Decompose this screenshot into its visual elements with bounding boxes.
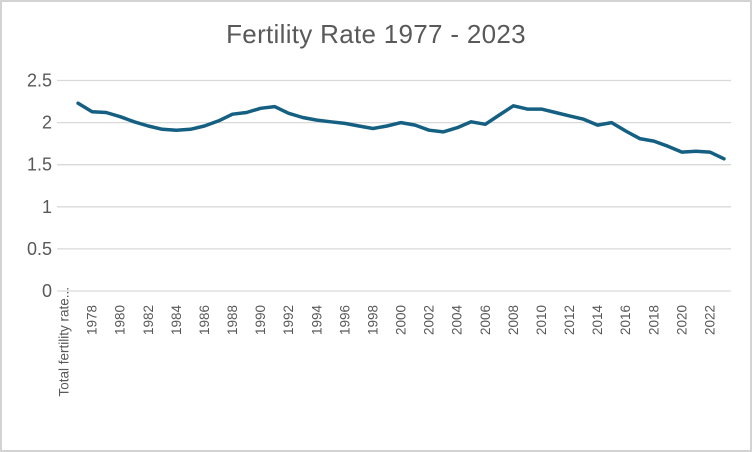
- y-axis-tick-label: 0.5: [27, 239, 52, 259]
- x-axis-tick-label: 1980: [113, 305, 128, 335]
- x-axis-tick-label: 1996: [337, 305, 352, 335]
- y-axis-tick-label: 0: [42, 281, 52, 301]
- x-axis-tick-label: 2018: [646, 305, 661, 335]
- x-axis-tick-label: 1984: [169, 305, 184, 336]
- x-axis-tick-label: 2004: [450, 305, 465, 336]
- y-axis-tick-label: 1.5: [27, 155, 52, 175]
- x-axis-tick-label: 2008: [506, 305, 521, 335]
- x-axis-tick-label: 1982: [141, 305, 156, 335]
- x-axis-tick-label: 1988: [225, 305, 240, 335]
- x-axis-tick-label: 2014: [590, 305, 605, 336]
- x-axis-tick-label: 1986: [197, 305, 212, 335]
- x-axis-tick-label: 2010: [534, 305, 549, 335]
- x-axis-tick-label: 2020: [674, 305, 689, 335]
- y-axis-tick-label: 2: [42, 113, 52, 133]
- x-axis-tick-label: 2022: [702, 305, 717, 335]
- x-axis-tick-label: 2016: [618, 305, 633, 335]
- y-axis-tick-label: 2.5: [27, 71, 52, 91]
- fertility-rate-line-series: [76, 101, 726, 161]
- x-axis-tick-label: 1998: [365, 305, 380, 335]
- x-axis-tick-label: 2006: [478, 305, 493, 335]
- x-axis-tick-label: Total fertility rate...: [57, 287, 72, 397]
- x-axis-tick-label: 2012: [562, 305, 577, 335]
- x-axis-tick-label: 2000: [394, 305, 409, 335]
- x-axis-tick-label: 1978: [85, 305, 100, 335]
- x-axis-tick-label: 1990: [253, 305, 268, 335]
- y-axis-tick-label: 1: [42, 197, 52, 217]
- x-axis-tick-label: 2002: [422, 305, 437, 335]
- x-axis-tick-label: 1992: [281, 305, 296, 335]
- x-axis-tick-label: 1994: [309, 305, 324, 336]
- chart-title: Fertility Rate 1977 - 2023: [226, 19, 526, 49]
